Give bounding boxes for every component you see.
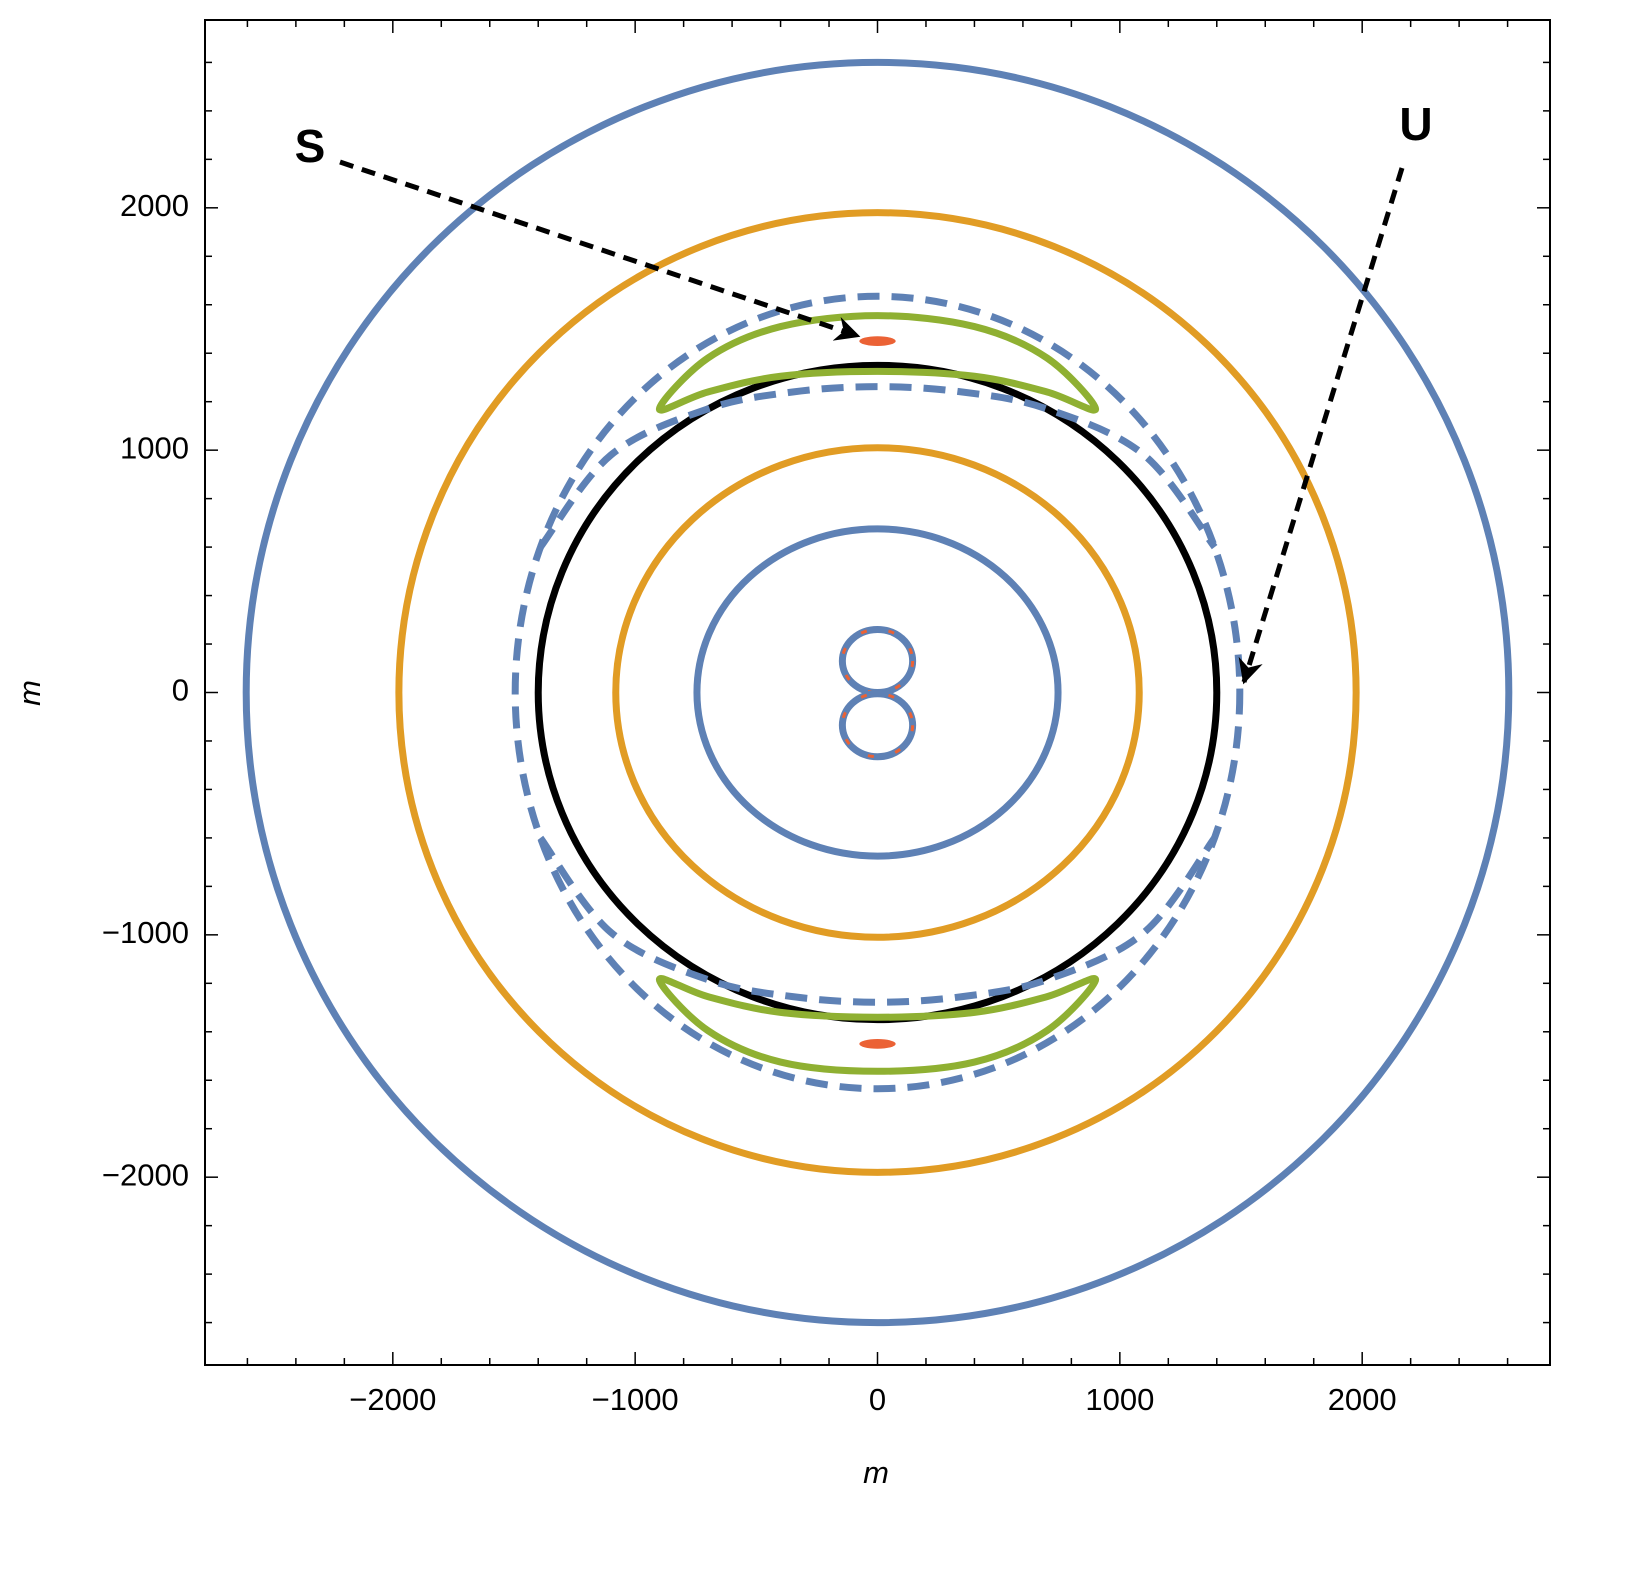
y-tick-label: 2000 (120, 188, 189, 223)
y-tick-label: −1000 (102, 915, 189, 950)
contour-overlay (840, 692, 915, 759)
plot-area (242, 58, 1513, 1327)
annotation-arrow (339, 159, 861, 341)
x-tick-label: 0 (869, 1382, 886, 1417)
contour-line (655, 975, 1100, 1075)
contour-blob (859, 1039, 896, 1049)
contour-line (612, 444, 1143, 941)
contour-blob (859, 336, 896, 346)
contour-line (838, 625, 917, 696)
x-tick-label: −1000 (592, 1382, 679, 1417)
contour-line (655, 312, 1100, 414)
annotation: S (295, 120, 326, 172)
x-tick-label: −2000 (349, 1382, 436, 1417)
annotation: U (1399, 98, 1432, 150)
contour-line (838, 690, 917, 761)
contour-line (242, 58, 1513, 1327)
contour-line (537, 835, 1218, 1006)
contour-overlay (840, 627, 915, 694)
contour-line (693, 525, 1062, 860)
y-axis-label: m (12, 680, 47, 706)
contour-line (511, 292, 1244, 1093)
x-tick-label: 2000 (1328, 1382, 1397, 1417)
annotation-arrow (1238, 167, 1405, 685)
y-tick-label: 0 (172, 673, 189, 708)
contour-line (537, 383, 1218, 550)
x-tick-label: 1000 (1085, 1382, 1154, 1417)
y-tick-label: −2000 (102, 1157, 189, 1192)
x-axis-label: m (863, 1455, 889, 1490)
y-tick-label: 1000 (120, 430, 189, 465)
contour-line (395, 209, 1360, 1176)
